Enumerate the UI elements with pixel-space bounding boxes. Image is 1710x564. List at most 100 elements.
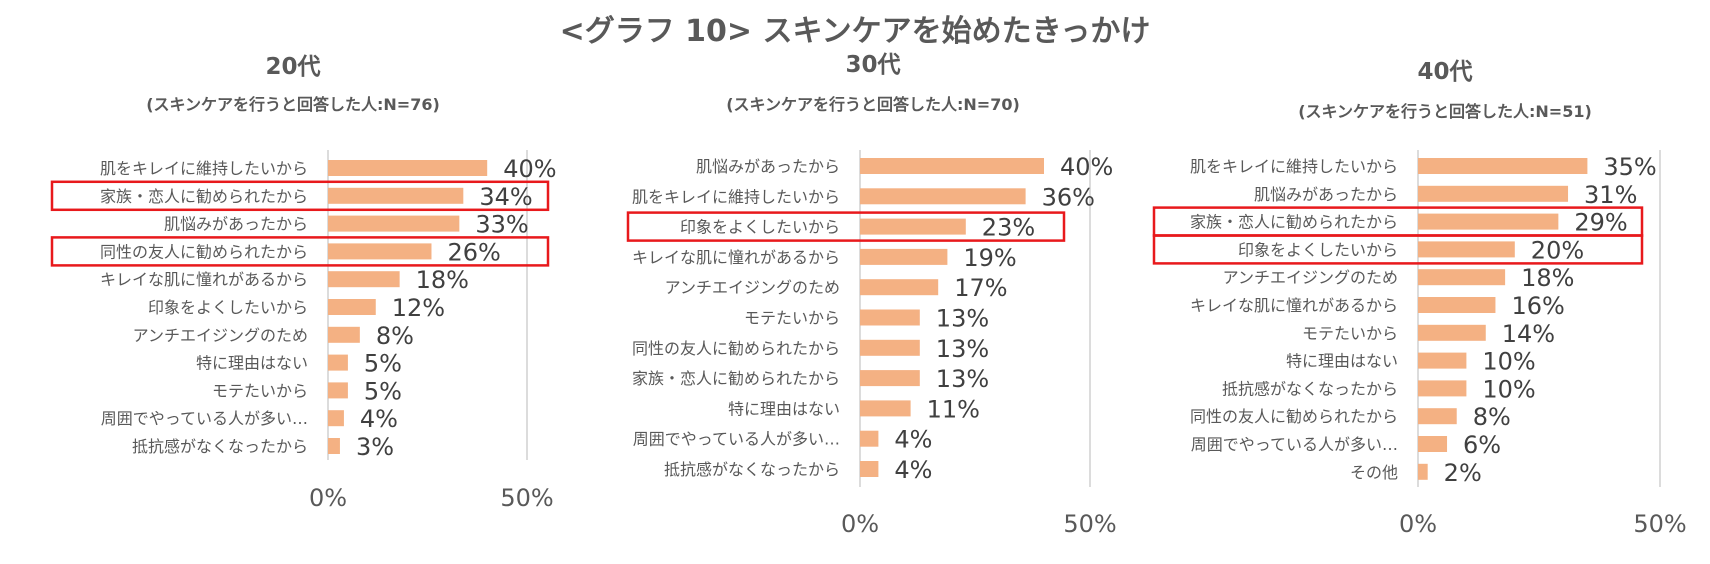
bar	[1418, 185, 1569, 202]
value-label: 34%	[479, 183, 532, 211]
category-label: 特に理由はない	[196, 354, 308, 373]
category-label: アンチエイジングのため	[1223, 268, 1398, 287]
bar	[328, 243, 432, 260]
category-label: 肌をキレイに維持したいから	[632, 187, 840, 206]
category-label: モテたいから	[744, 309, 840, 328]
value-label: 5%	[364, 377, 402, 405]
value-label: 14%	[1502, 320, 1555, 348]
x-tick-label: 0%	[841, 510, 879, 538]
value-label: 40%	[503, 155, 556, 183]
highlight-box	[50, 180, 550, 212]
category-label: 同性の友人に勧められたから	[100, 242, 308, 261]
bar	[328, 326, 360, 343]
panel-title: 30代	[845, 52, 900, 78]
bar	[1418, 269, 1506, 286]
bar	[1418, 213, 1559, 230]
bar	[1418, 380, 1467, 397]
bar	[1418, 158, 1588, 174]
bar	[860, 339, 920, 356]
bar	[860, 430, 879, 447]
bar	[1418, 352, 1467, 369]
bar	[328, 438, 340, 454]
x-tick-label: 0%	[309, 484, 347, 512]
value-label: 13%	[936, 365, 989, 393]
value-label: 33%	[475, 211, 528, 239]
value-label: 8%	[376, 322, 414, 350]
value-label: 4%	[894, 426, 932, 454]
category-label: 周囲でやっている人が多い…	[101, 409, 308, 428]
bar	[328, 215, 460, 232]
value-label: 3%	[356, 433, 394, 461]
value-label: 17%	[954, 274, 1007, 302]
value-label: 11%	[927, 395, 980, 423]
highlight-box	[626, 211, 1066, 242]
category-label: 印象をよくしたいから	[1238, 240, 1398, 259]
bar	[328, 410, 344, 427]
chart-main-title: <グラフ 10> スキンケアを始めたきっかけ	[559, 14, 1151, 49]
panel-subtitle: (スキンケアを行うと回答した人:N=51)	[1298, 102, 1592, 121]
category-label: 抵抗感がなくなったから	[664, 460, 840, 479]
bar	[860, 309, 920, 326]
x-tick-label: 50%	[1633, 510, 1686, 538]
value-label: 40%	[1060, 153, 1113, 181]
highlight-box	[50, 236, 550, 267]
category-label: 特に理由はない	[1286, 352, 1398, 371]
bar	[328, 354, 348, 371]
bar	[1418, 408, 1457, 425]
category-label: 家族・恋人に勧められたから	[1190, 213, 1398, 232]
value-label: 4%	[360, 405, 398, 433]
category-label: 肌をキレイに維持したいから	[1190, 157, 1398, 176]
category-label: 同性の友人に勧められたから	[632, 339, 840, 358]
value-label: 35%	[1603, 153, 1656, 181]
category-label: キレイな肌に憧れがあるから	[632, 248, 840, 267]
panel-subtitle: (スキンケアを行うと回答した人:N=76)	[146, 95, 440, 114]
category-label: キレイな肌に憧れがあるから	[1190, 296, 1398, 315]
bar	[860, 279, 939, 296]
category-label: 抵抗感がなくなったから	[1222, 379, 1398, 398]
category-label: モテたいから	[212, 381, 308, 400]
value-label: 36%	[1042, 183, 1095, 211]
value-label: 10%	[1482, 375, 1535, 403]
category-label: その他	[1350, 463, 1398, 482]
value-label: 2%	[1444, 459, 1482, 487]
bar	[1418, 463, 1428, 480]
bar	[860, 248, 948, 265]
bar	[860, 158, 1044, 174]
category-label: アンチエイジングのため	[133, 326, 308, 345]
value-label: 5%	[364, 350, 402, 378]
x-tick-label: 50%	[1063, 510, 1116, 538]
value-label: 18%	[416, 266, 469, 294]
value-label: 26%	[447, 238, 500, 266]
value-label: 6%	[1463, 431, 1501, 459]
value-label: 13%	[936, 305, 989, 333]
value-label: 8%	[1473, 403, 1511, 431]
value-label: 31%	[1584, 181, 1637, 209]
value-label: 13%	[936, 335, 989, 363]
highlight-box	[1152, 234, 1644, 265]
bar	[328, 299, 376, 315]
value-label: 23%	[982, 214, 1035, 242]
bar	[328, 382, 348, 399]
value-label: 20%	[1531, 236, 1584, 264]
bar	[328, 271, 400, 288]
value-label: 19%	[963, 244, 1016, 272]
bar	[1418, 241, 1515, 258]
bar	[328, 187, 464, 204]
value-label: 29%	[1574, 209, 1627, 237]
category-label: モテたいから	[1302, 324, 1398, 343]
x-tick-label: 50%	[500, 484, 553, 512]
value-label: 12%	[392, 294, 445, 322]
panel-title: 20代	[265, 54, 320, 80]
category-label: 印象をよくしたいから	[680, 218, 840, 237]
category-label: 肌悩みがあったから	[696, 157, 840, 176]
category-label: 抵抗感がなくなったから	[132, 437, 308, 456]
category-label: 特に理由はない	[728, 399, 840, 418]
category-label: 印象をよくしたいから	[148, 298, 308, 317]
bar	[1418, 324, 1486, 341]
value-label: 10%	[1482, 348, 1535, 376]
category-label: アンチエイジングのため	[665, 278, 840, 297]
value-label: 18%	[1521, 264, 1574, 292]
category-label: 肌悩みがあったから	[164, 215, 308, 234]
value-label: 4%	[894, 456, 932, 484]
category-label: 家族・恋人に勧められたから	[632, 369, 840, 388]
